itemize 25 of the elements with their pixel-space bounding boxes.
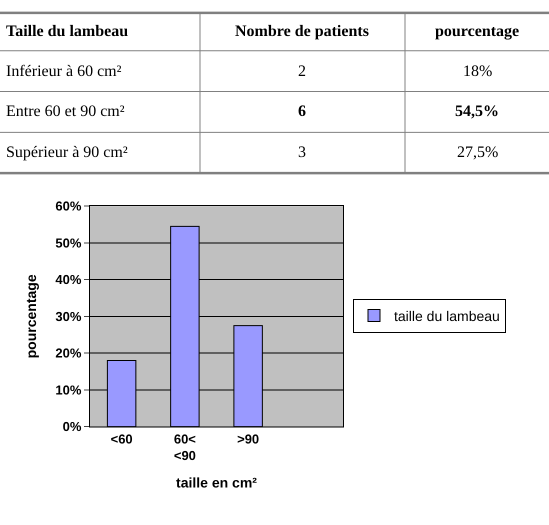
- text: Taille du lambeau: [6, 23, 128, 40]
- text: 54,5%: [455, 103, 499, 120]
- x-axis-title: taille en cm²: [176, 474, 258, 490]
- y-tick-label: 40%: [55, 272, 82, 288]
- text: 3: [298, 144, 306, 161]
- y-tick-label: 60%: [55, 198, 82, 214]
- x-tick-label: >90: [237, 431, 260, 446]
- text: 27,5%: [457, 144, 498, 161]
- text: Supérieur à 90 cm²: [6, 144, 128, 161]
- y-tick-label: 50%: [55, 235, 82, 250]
- x-tick-label: <60: [110, 431, 133, 446]
- y-tick-label: 10%: [55, 382, 82, 398]
- text: pourcentage: [435, 23, 520, 40]
- text: Inférieur à 60 cm²: [6, 63, 122, 80]
- y-tick-label: 0%: [62, 419, 82, 434]
- y-tick-label: 30%: [55, 308, 82, 324]
- x-tick-label: 60< <90: [174, 431, 196, 464]
- legend-label: taille du lambeau: [394, 308, 500, 324]
- text: 6: [298, 103, 306, 120]
- text: Entre 60 et 90 cm²: [6, 103, 125, 120]
- y-axis-title: pourcentage: [22, 274, 39, 358]
- text: 2: [298, 63, 306, 80]
- text: Nombre de patients: [235, 23, 369, 40]
- y-tick-label: 20%: [55, 346, 82, 361]
- text: 18%: [463, 63, 492, 80]
